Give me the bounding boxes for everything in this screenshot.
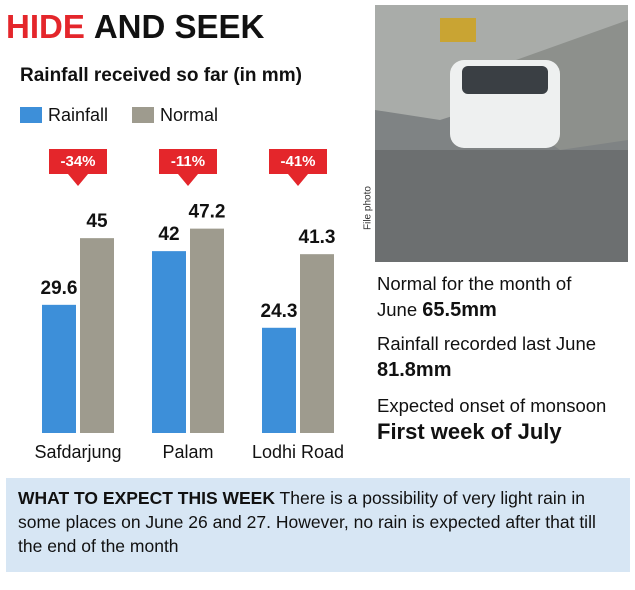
bar <box>42 304 76 433</box>
difference-badge <box>159 149 217 186</box>
photo-auto <box>440 18 476 42</box>
title: HIDE AND SEEK <box>6 8 265 45</box>
photo-water <box>375 150 628 262</box>
x-tick-label: Lodhi Road <box>252 442 344 462</box>
outlook-box: WHAT TO EXPECT THIS WEEK There is a poss… <box>6 478 630 572</box>
x-tick-label: Safdarjung <box>34 442 121 462</box>
title-highlight: HIDE <box>6 8 85 45</box>
fact-text: Expected onset of monsoon <box>377 395 607 416</box>
x-tick-label: Palam <box>162 442 213 462</box>
photo-caption: File photo <box>363 186 374 230</box>
legend-label: Normal <box>160 105 218 125</box>
value-label: 47.2 <box>189 202 226 223</box>
value-label: 45 <box>86 211 108 232</box>
difference-label: -41% <box>280 153 315 170</box>
fact: Rainfall recorded last June 81.8mm <box>377 331 612 383</box>
outlook-text: There is a possibility of very light rai… <box>18 488 596 556</box>
title-rest: AND SEEK <box>94 8 265 45</box>
value-label: 24.3 <box>261 301 298 322</box>
fact-highlight: 81.8mm <box>377 359 452 381</box>
bar <box>190 228 224 433</box>
outlook-heading: WHAT TO EXPECT THIS WEEK <box>18 488 275 508</box>
fact-text: Normal for the month of June <box>377 273 572 320</box>
difference-label: -11% <box>171 153 205 170</box>
difference-badge <box>49 149 107 186</box>
bar <box>80 238 114 433</box>
fact-highlight: 65.5mm <box>422 299 497 321</box>
value-label: 29.6 <box>41 278 78 299</box>
bar <box>262 327 296 433</box>
bar <box>300 254 334 433</box>
photo-windshield <box>462 66 548 94</box>
difference-badge <box>269 149 327 186</box>
value-label: 41.3 <box>299 227 336 248</box>
bar <box>152 251 186 433</box>
legend-swatch <box>132 107 154 123</box>
fact-text: Rainfall recorded last June <box>377 333 597 354</box>
fact-highlight: First week of July <box>377 419 562 444</box>
chart-title: Rainfall received so far (in mm) <box>20 65 302 86</box>
value-label: 42 <box>158 224 179 245</box>
fact: Expected onset of monsoon First week of … <box>377 393 612 446</box>
difference-label: -34% <box>60 153 95 170</box>
fact: Normal for the month of June 65.5mm <box>377 271 612 323</box>
photo: File photo <box>363 5 628 262</box>
legend-label: Rainfall <box>48 105 108 125</box>
legend-swatch <box>20 107 42 123</box>
